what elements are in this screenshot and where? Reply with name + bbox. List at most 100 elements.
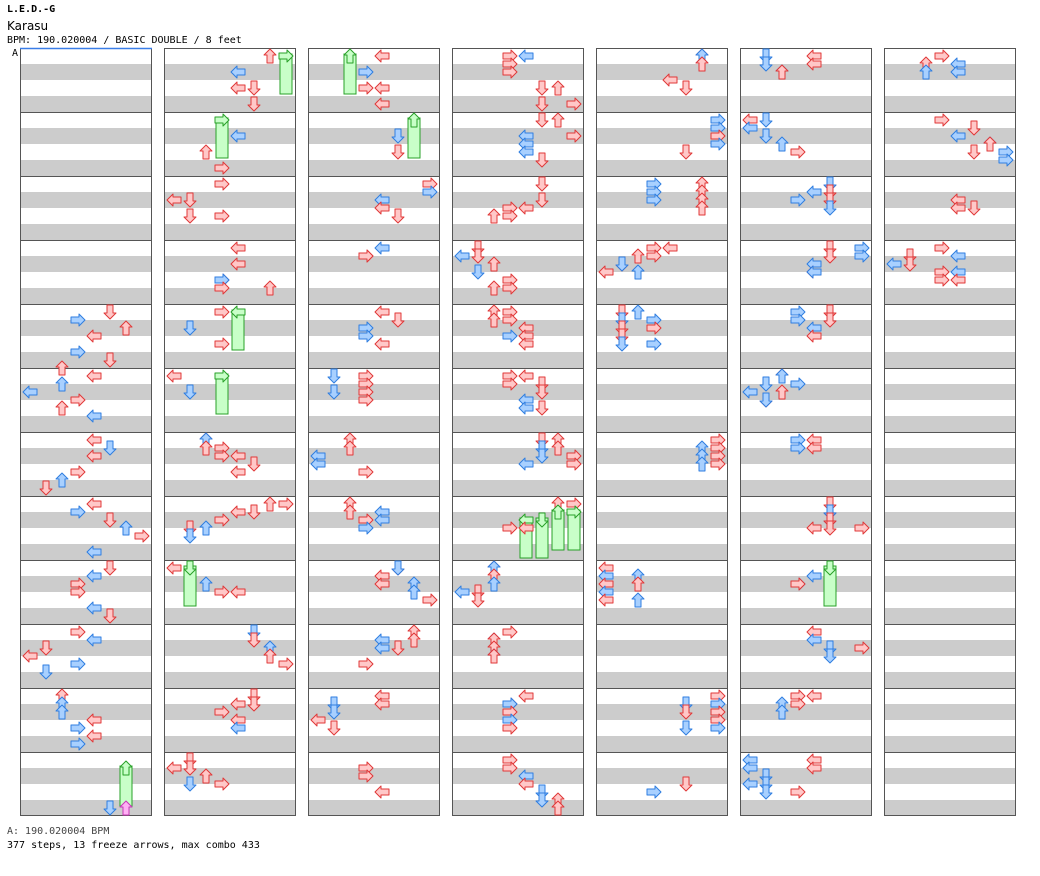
step-arrow-icon xyxy=(790,577,806,591)
step-arrow-icon xyxy=(422,185,438,199)
beat-stripe xyxy=(740,256,872,272)
column-border xyxy=(452,48,584,816)
beat-stripe xyxy=(164,416,296,432)
beat-stripe xyxy=(308,256,440,272)
beat-stripe xyxy=(308,800,440,816)
step-arrow-icon xyxy=(854,249,870,263)
step-arrow-icon xyxy=(742,385,758,399)
step-arrow-icon xyxy=(374,513,390,527)
step-arrow-icon xyxy=(502,521,518,535)
step-arrow-icon xyxy=(358,465,374,479)
freeze-arrow-body xyxy=(519,517,533,559)
beat-stripe xyxy=(596,672,728,688)
beat-stripe xyxy=(884,128,1016,144)
beat-stripe xyxy=(308,128,440,144)
beat-stripe xyxy=(884,192,1016,208)
step-arrow-icon xyxy=(214,777,230,791)
step-arrow-icon xyxy=(263,496,277,512)
beat-stripe xyxy=(596,704,728,720)
step-arrow-icon xyxy=(103,440,117,456)
step-arrow-icon xyxy=(551,800,565,816)
step-arrow-icon xyxy=(646,321,662,335)
step-arrow-icon xyxy=(278,657,294,671)
step-arrow-icon xyxy=(214,281,230,295)
step-arrow-icon xyxy=(631,304,645,320)
step-arrow-icon xyxy=(86,569,102,583)
step-arrow-icon xyxy=(166,193,182,207)
beat-stripe xyxy=(740,800,872,816)
step-arrow-icon xyxy=(183,528,197,544)
step-arrow-icon xyxy=(823,520,837,536)
beat-stripe xyxy=(308,640,440,656)
step-arrow-icon xyxy=(374,201,390,215)
step-arrow-icon xyxy=(518,457,534,471)
step-arrow-icon xyxy=(374,577,390,591)
step-arrow-icon xyxy=(70,505,86,519)
step-arrow-icon xyxy=(374,337,390,351)
step-arrow-icon xyxy=(598,265,614,279)
step-arrow-icon xyxy=(70,721,86,735)
beat-stripe xyxy=(740,608,872,624)
step-arrow-icon xyxy=(790,377,806,391)
step-arrow-icon xyxy=(70,313,86,327)
beat-stripe xyxy=(164,320,296,336)
beat-stripe xyxy=(452,512,584,528)
beat-stripe xyxy=(740,160,872,176)
step-arrow-icon xyxy=(806,521,822,535)
beat-stripe xyxy=(884,256,1016,272)
step-arrow-icon xyxy=(119,800,133,816)
step-arrow-icon xyxy=(551,80,565,96)
chart-column xyxy=(740,48,872,816)
beat-stripe xyxy=(740,768,872,784)
step-arrow-icon xyxy=(775,704,789,720)
beat-stripe xyxy=(164,480,296,496)
step-arrow-icon xyxy=(806,761,822,775)
step-arrow-icon xyxy=(327,368,341,384)
step-arrow-icon xyxy=(103,352,117,368)
step-arrow-icon xyxy=(374,785,390,799)
step-arrow-icon xyxy=(566,129,582,143)
step-arrow-icon xyxy=(759,784,773,800)
beat-stripe xyxy=(596,96,728,112)
step-arrow-icon xyxy=(471,248,485,264)
step-arrow-icon xyxy=(70,393,86,407)
step-arrow-icon xyxy=(502,377,518,391)
step-arrow-icon xyxy=(775,136,789,152)
step-arrow-icon xyxy=(854,521,870,535)
beat-stripe xyxy=(884,608,1016,624)
step-arrow-icon xyxy=(806,689,822,703)
step-arrow-icon xyxy=(759,112,773,128)
step-arrow-icon xyxy=(358,657,374,671)
step-arrow-icon xyxy=(518,337,534,351)
beat-stripe xyxy=(884,736,1016,752)
step-arrow-icon xyxy=(631,576,645,592)
beat-stripe xyxy=(452,96,584,112)
beat-stripe xyxy=(308,352,440,368)
step-arrow-icon xyxy=(454,585,470,599)
step-arrow-icon xyxy=(679,776,693,792)
step-arrow-icon xyxy=(487,648,501,664)
step-arrow-icon xyxy=(759,392,773,408)
beat-stripe xyxy=(884,224,1016,240)
step-arrow-icon xyxy=(247,504,261,520)
beat-stripe xyxy=(740,320,872,336)
step-arrow-icon xyxy=(950,129,966,143)
beat-stripe xyxy=(596,544,728,560)
step-arrow-icon xyxy=(535,384,549,400)
beat-stripe xyxy=(452,480,584,496)
beat-stripe xyxy=(452,768,584,784)
step-arrow-icon xyxy=(358,65,374,79)
beat-stripe xyxy=(308,320,440,336)
step-arrow-icon xyxy=(183,760,197,776)
step-arrow-icon xyxy=(214,161,230,175)
step-arrow-icon xyxy=(823,312,837,328)
step-arrow-icon xyxy=(806,329,822,343)
step-arrow-icon xyxy=(934,273,950,287)
freeze-arrow-icon xyxy=(407,112,421,128)
beat-stripe xyxy=(740,64,872,80)
beat-stripe xyxy=(308,192,440,208)
step-arrow-icon xyxy=(374,305,390,319)
beat-stripe xyxy=(596,256,728,272)
step-arrow-icon xyxy=(358,329,374,343)
beat-stripe xyxy=(452,256,584,272)
